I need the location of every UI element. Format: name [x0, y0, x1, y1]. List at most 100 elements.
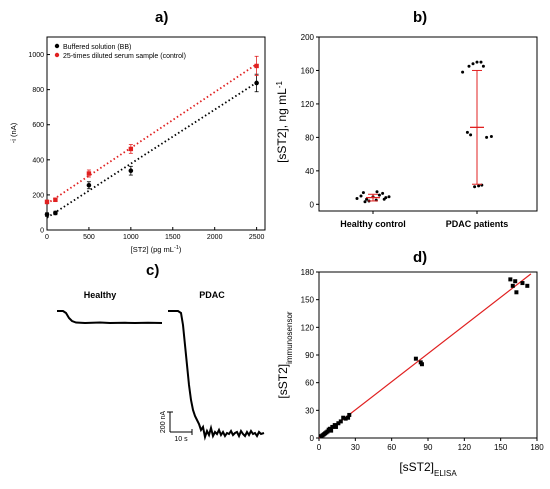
- chart-b-ytick-label: 160: [301, 66, 315, 75]
- chart-b-point: [361, 191, 365, 195]
- chart-b: 0 40 80 120 160 200 Healthy control PDAC pati…: [275, 33, 538, 229]
- chart-a-ylabel: -i (nA): [9, 122, 18, 143]
- chart-b-point: [381, 191, 385, 195]
- chart-a-ytick-label: 1000: [28, 52, 44, 59]
- chart-d-ytick-label: 150: [301, 296, 315, 305]
- chart-d-point: [413, 356, 418, 361]
- chart-b-ytick-label: 40: [305, 167, 314, 176]
- chart-a-point-bb: [44, 212, 50, 217]
- chart-b-point: [469, 133, 473, 137]
- chart-a-point-serum: [86, 171, 92, 176]
- panel-label-a: a): [155, 9, 168, 26]
- trace-label-pdac: PDAC: [199, 290, 225, 300]
- scalebar-y-label: 200 nA: [160, 411, 167, 434]
- chart-b-frame: [318, 36, 538, 212]
- chart-d-point: [520, 281, 525, 286]
- chart-a-ytick-label: 0: [40, 228, 44, 235]
- chart-b-point: [377, 193, 381, 197]
- legend-label-serum: 25-times diluted serum sample (control): [63, 53, 186, 60]
- chart-a: 0 500 1000 1500 2000 2500 0 200 400 600 800 1000 Bu…: [9, 36, 266, 254]
- chart-b-point: [355, 196, 359, 200]
- chart-b-point: [479, 60, 483, 64]
- chart-d-point: [508, 277, 513, 282]
- chart-a-point-serum: [128, 146, 134, 152]
- chart-d-point: [338, 419, 343, 424]
- chart-b-point: [477, 184, 481, 188]
- chart-a-xtick-label: 2000: [207, 234, 223, 241]
- trace-healthy: [57, 310, 163, 325]
- chart-b-category-pdac: PDAC patients: [446, 219, 509, 229]
- chart-d-point: [341, 415, 346, 420]
- chart-a-fit-line-1: [46, 63, 258, 205]
- scalebar-x-label: 10 s: [174, 436, 188, 443]
- panel-label-d: d): [413, 249, 427, 266]
- chart-d-ytick-label: 60: [305, 379, 314, 388]
- chart-b-point: [387, 195, 391, 199]
- chart-a-xtick-label: 1000: [123, 234, 139, 241]
- chart-b-point: [465, 130, 469, 134]
- chart-d-xtick-label: 120: [458, 443, 472, 452]
- chart-b-point: [363, 200, 367, 204]
- chart-a-point-serum: [53, 197, 58, 203]
- chart-d-ytick-label: 90: [305, 351, 314, 360]
- chart-b-ytick-label: 120: [301, 100, 315, 109]
- chart-b-point: [461, 70, 465, 74]
- chart-d-ytick-label: 120: [301, 323, 315, 332]
- chart-d-xtick-label: 90: [424, 443, 433, 452]
- chart-b-point: [365, 197, 369, 201]
- chart-d-ytick-label: 180: [301, 268, 315, 277]
- chart-b-point: [375, 190, 379, 194]
- chart-b-ytick-label: 200: [301, 33, 315, 42]
- chart-a-ytick-label: 400: [32, 157, 44, 164]
- chart-d-xtick-label: 30: [351, 443, 360, 452]
- trace-pdac: [168, 310, 265, 441]
- chart-b-point: [489, 135, 493, 139]
- chart-a-xtick-label: 500: [83, 234, 95, 241]
- chart-d-ytick-label: 30: [305, 406, 314, 415]
- chart-c: Healthy PDAC 200 nA 10 s: [57, 290, 265, 443]
- chart-a-fit-line-0: [46, 81, 258, 219]
- chart-d-ylabel: [sST2]immunosensor: [276, 311, 294, 398]
- chart-d-point: [347, 412, 352, 417]
- chart-a-ytick-label: 600: [32, 122, 44, 129]
- chart-d-xlabel: [sST2]ELISA: [399, 460, 457, 478]
- panel-label-c: c): [146, 262, 159, 279]
- chart-b-point: [382, 197, 386, 201]
- chart-d-point: [336, 421, 341, 426]
- chart-a-point-bb: [86, 182, 92, 188]
- chart-a-xtick-label: 0: [45, 234, 49, 241]
- chart-d-point: [513, 279, 518, 284]
- legend-swatch-serum: [54, 52, 60, 58]
- chart-d-point: [333, 424, 338, 429]
- chart-b-point: [475, 60, 479, 64]
- chart-a-point-bb: [128, 168, 134, 173]
- chart-b-point: [481, 64, 485, 68]
- chart-b-ytick-label: 80: [305, 133, 314, 142]
- panel-label-b: b): [413, 9, 427, 26]
- chart-d-point: [510, 283, 515, 288]
- chart-a-frame: [46, 36, 266, 231]
- chart-a-ytick-label: 800: [32, 87, 44, 94]
- chart-d-fit-line: [318, 273, 532, 439]
- chart-d-ytick-label: 0: [310, 434, 315, 443]
- chart-b-ytick-label: 0: [310, 200, 315, 209]
- chart-a-xtick-label: 2500: [249, 234, 265, 241]
- chart-a-point-serum: [44, 199, 50, 205]
- chart-d-xtick-label: 0: [317, 443, 322, 452]
- chart-a-point-serum: [254, 63, 259, 69]
- chart-d-point: [346, 415, 351, 420]
- chart-d-xtick-label: 180: [530, 443, 544, 452]
- trace-label-healthy: Healthy: [84, 290, 117, 300]
- legend-swatch-bb: [54, 43, 60, 49]
- chart-a-point-bb: [53, 210, 58, 216]
- chart-b-point: [485, 135, 489, 139]
- chart-d-xtick-label: 60: [387, 443, 396, 452]
- chart-b-ylabel: [sST2], ng mL-1: [275, 81, 290, 163]
- chart-d-point: [525, 283, 530, 288]
- chart-b-point: [473, 185, 477, 189]
- chart-b-point: [471, 62, 475, 66]
- chart-a-xlabel: [ST2] (pg mL-1): [131, 245, 182, 254]
- legend-label-bb: Buffered solution (BB): [63, 44, 131, 51]
- chart-d-point: [329, 428, 334, 433]
